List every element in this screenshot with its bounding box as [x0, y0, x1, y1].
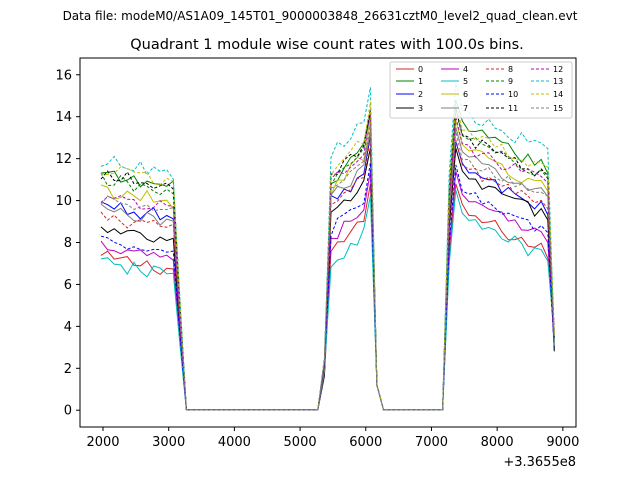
series-layer [100, 83, 555, 411]
legend-label-6: 6 [463, 90, 468, 99]
x-tick-label: 3000 [152, 435, 185, 450]
series-line-4 [100, 171, 555, 411]
legend-label-0: 0 [418, 65, 423, 74]
legend-label-3: 3 [418, 104, 423, 113]
x-tick-label: 7000 [415, 435, 448, 450]
chart-title: Quadrant 1 module wise count rates with … [130, 37, 524, 53]
x-tick-label: 6000 [349, 435, 382, 450]
y-tick-label: 10 [55, 194, 72, 209]
x-tick-label: 2000 [86, 435, 119, 450]
legend-label-10: 10 [508, 90, 518, 99]
legend-label-1: 1 [418, 77, 423, 86]
legend-label-8: 8 [508, 65, 513, 74]
y-tick-label: 0 [64, 404, 72, 419]
y-tick-label: 12 [55, 152, 72, 167]
legend-label-5: 5 [463, 77, 468, 86]
legend-label-7: 7 [463, 104, 468, 113]
y-tick-label: 6 [64, 278, 72, 293]
series-line-15 [100, 125, 555, 411]
x-axis-offset-label: +3.3655e8 [503, 455, 576, 470]
legend-label-4: 4 [463, 65, 468, 74]
y-tick-label: 4 [64, 320, 72, 335]
legend-label-13: 13 [553, 77, 563, 86]
y-tick-label: 16 [55, 68, 72, 83]
chart-suptitle: Data file: modeM0/AS1A09_145T01_90000038… [63, 9, 578, 23]
legend-box [389, 61, 573, 119]
series-line-13 [100, 83, 555, 411]
y-tick-label: 14 [55, 110, 72, 125]
legend-label-15: 15 [553, 104, 563, 113]
x-tick-label: 9000 [546, 435, 579, 450]
series-line-5 [100, 189, 555, 411]
x-tick-label: 5000 [284, 435, 317, 450]
y-tick-label: 8 [64, 236, 72, 251]
x-tick-label: 4000 [218, 435, 251, 450]
legend-label-2: 2 [418, 90, 423, 99]
legend-label-12: 12 [553, 65, 563, 74]
x-axis: 2000 3000 4000 5000 6000 7000 8000 9000 [86, 427, 579, 450]
legend-label-14: 14 [553, 90, 563, 99]
x-tick-label: 8000 [481, 435, 514, 450]
legend-label-11: 11 [508, 104, 518, 113]
y-tick-label: 2 [64, 362, 72, 377]
legend-label-9: 9 [508, 77, 513, 86]
y-axis: 0 2 4 6 8 10 12 14 16 [55, 68, 80, 419]
